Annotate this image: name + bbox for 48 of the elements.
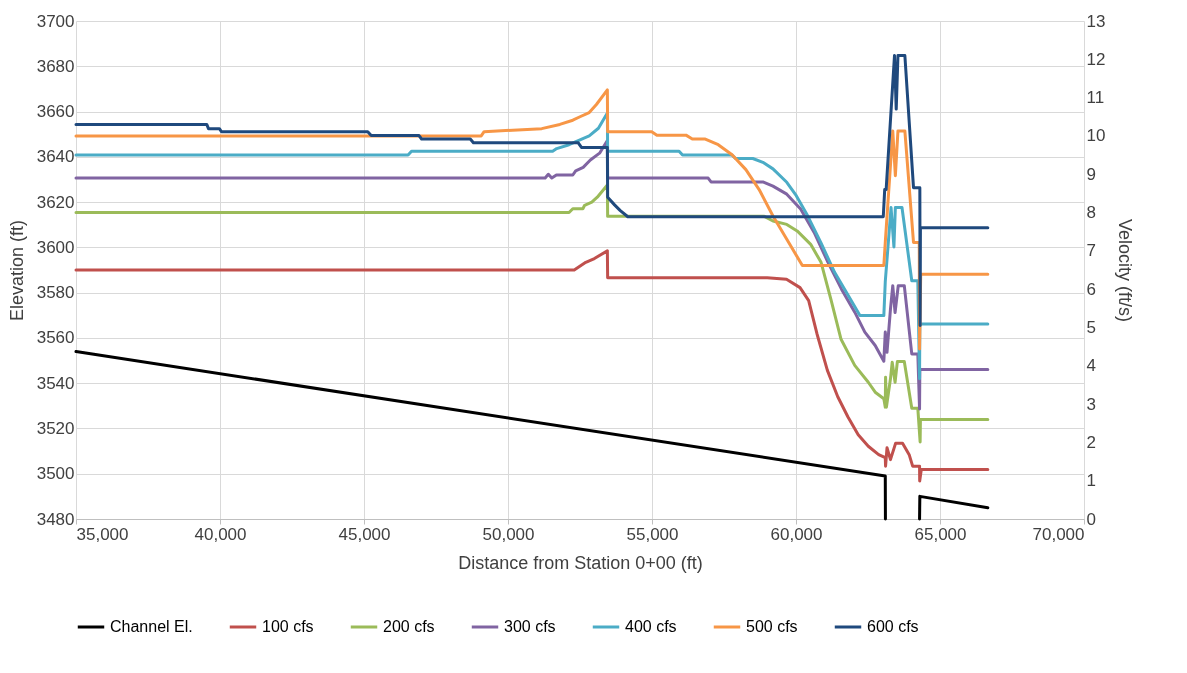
y-tick-label: 3680 — [36, 56, 75, 76]
y2-tick-label: 2 — [1086, 432, 1096, 452]
y-axis-title: Elevation (ft) — [6, 219, 27, 322]
y2-tick-label: 9 — [1086, 164, 1096, 184]
y-tick-label: 3560 — [36, 328, 75, 348]
x-tick-label: 45,000 — [338, 524, 391, 544]
y2-tick-label: 13 — [1086, 11, 1106, 31]
y-tick-label: 3580 — [36, 283, 75, 303]
y2-axis-title: Velocity (ft/s) — [1115, 218, 1136, 323]
y2-tick-label: 3 — [1086, 394, 1096, 414]
y2-tick-label: 8 — [1086, 203, 1096, 223]
legend-label: 200 cfs — [383, 618, 435, 635]
y2-tick-label: 5 — [1086, 317, 1096, 337]
y2-tick-label: 1 — [1086, 471, 1096, 491]
x-tick-label: 40,000 — [194, 524, 247, 544]
y-tick-label: 3500 — [36, 464, 75, 484]
y-tick-label: 3480 — [36, 509, 75, 529]
x-tick-label: 65,000 — [914, 524, 967, 544]
x-tick-label: 55,000 — [626, 524, 679, 544]
y2-tick-label: 12 — [1086, 49, 1106, 69]
y-tick-label: 3520 — [36, 418, 75, 438]
y2-tick-label: 11 — [1086, 88, 1105, 108]
y2-tick-label: 6 — [1086, 279, 1096, 299]
y-tick-label: 3600 — [36, 237, 75, 257]
line-series — [74, 53, 990, 328]
y2-tick-label: 4 — [1086, 356, 1096, 376]
y-tick-label: 3620 — [36, 192, 75, 212]
y-tick-label: 3660 — [36, 102, 75, 122]
y-tick-label: 3540 — [36, 373, 75, 393]
y2-tick-label: 10 — [1086, 126, 1106, 146]
legend-label: 500 cfs — [746, 618, 798, 635]
legend-label: Channel El. — [110, 618, 193, 635]
line-series — [74, 139, 990, 411]
x-tick-label: 60,000 — [770, 524, 823, 544]
legend-label: 400 cfs — [625, 618, 677, 635]
legend-label: 600 cfs — [867, 618, 919, 635]
legend-label: 300 cfs — [504, 618, 556, 635]
x-axis-title: Distance from Station 0+00 (ft) — [458, 552, 703, 573]
y2-tick-label: 0 — [1086, 509, 1096, 529]
x-tick-label: 50,000 — [482, 524, 535, 544]
legend-label: 100 cfs — [262, 618, 314, 635]
line-series — [74, 249, 990, 483]
y-tick-label: 3640 — [36, 147, 75, 167]
y-tick-label: 3700 — [36, 11, 75, 31]
line-series — [74, 111, 990, 381]
x-tick-label: 70,000 — [1032, 524, 1085, 544]
x-tick-label: 35,000 — [76, 524, 129, 544]
y2-tick-label: 7 — [1086, 241, 1096, 261]
